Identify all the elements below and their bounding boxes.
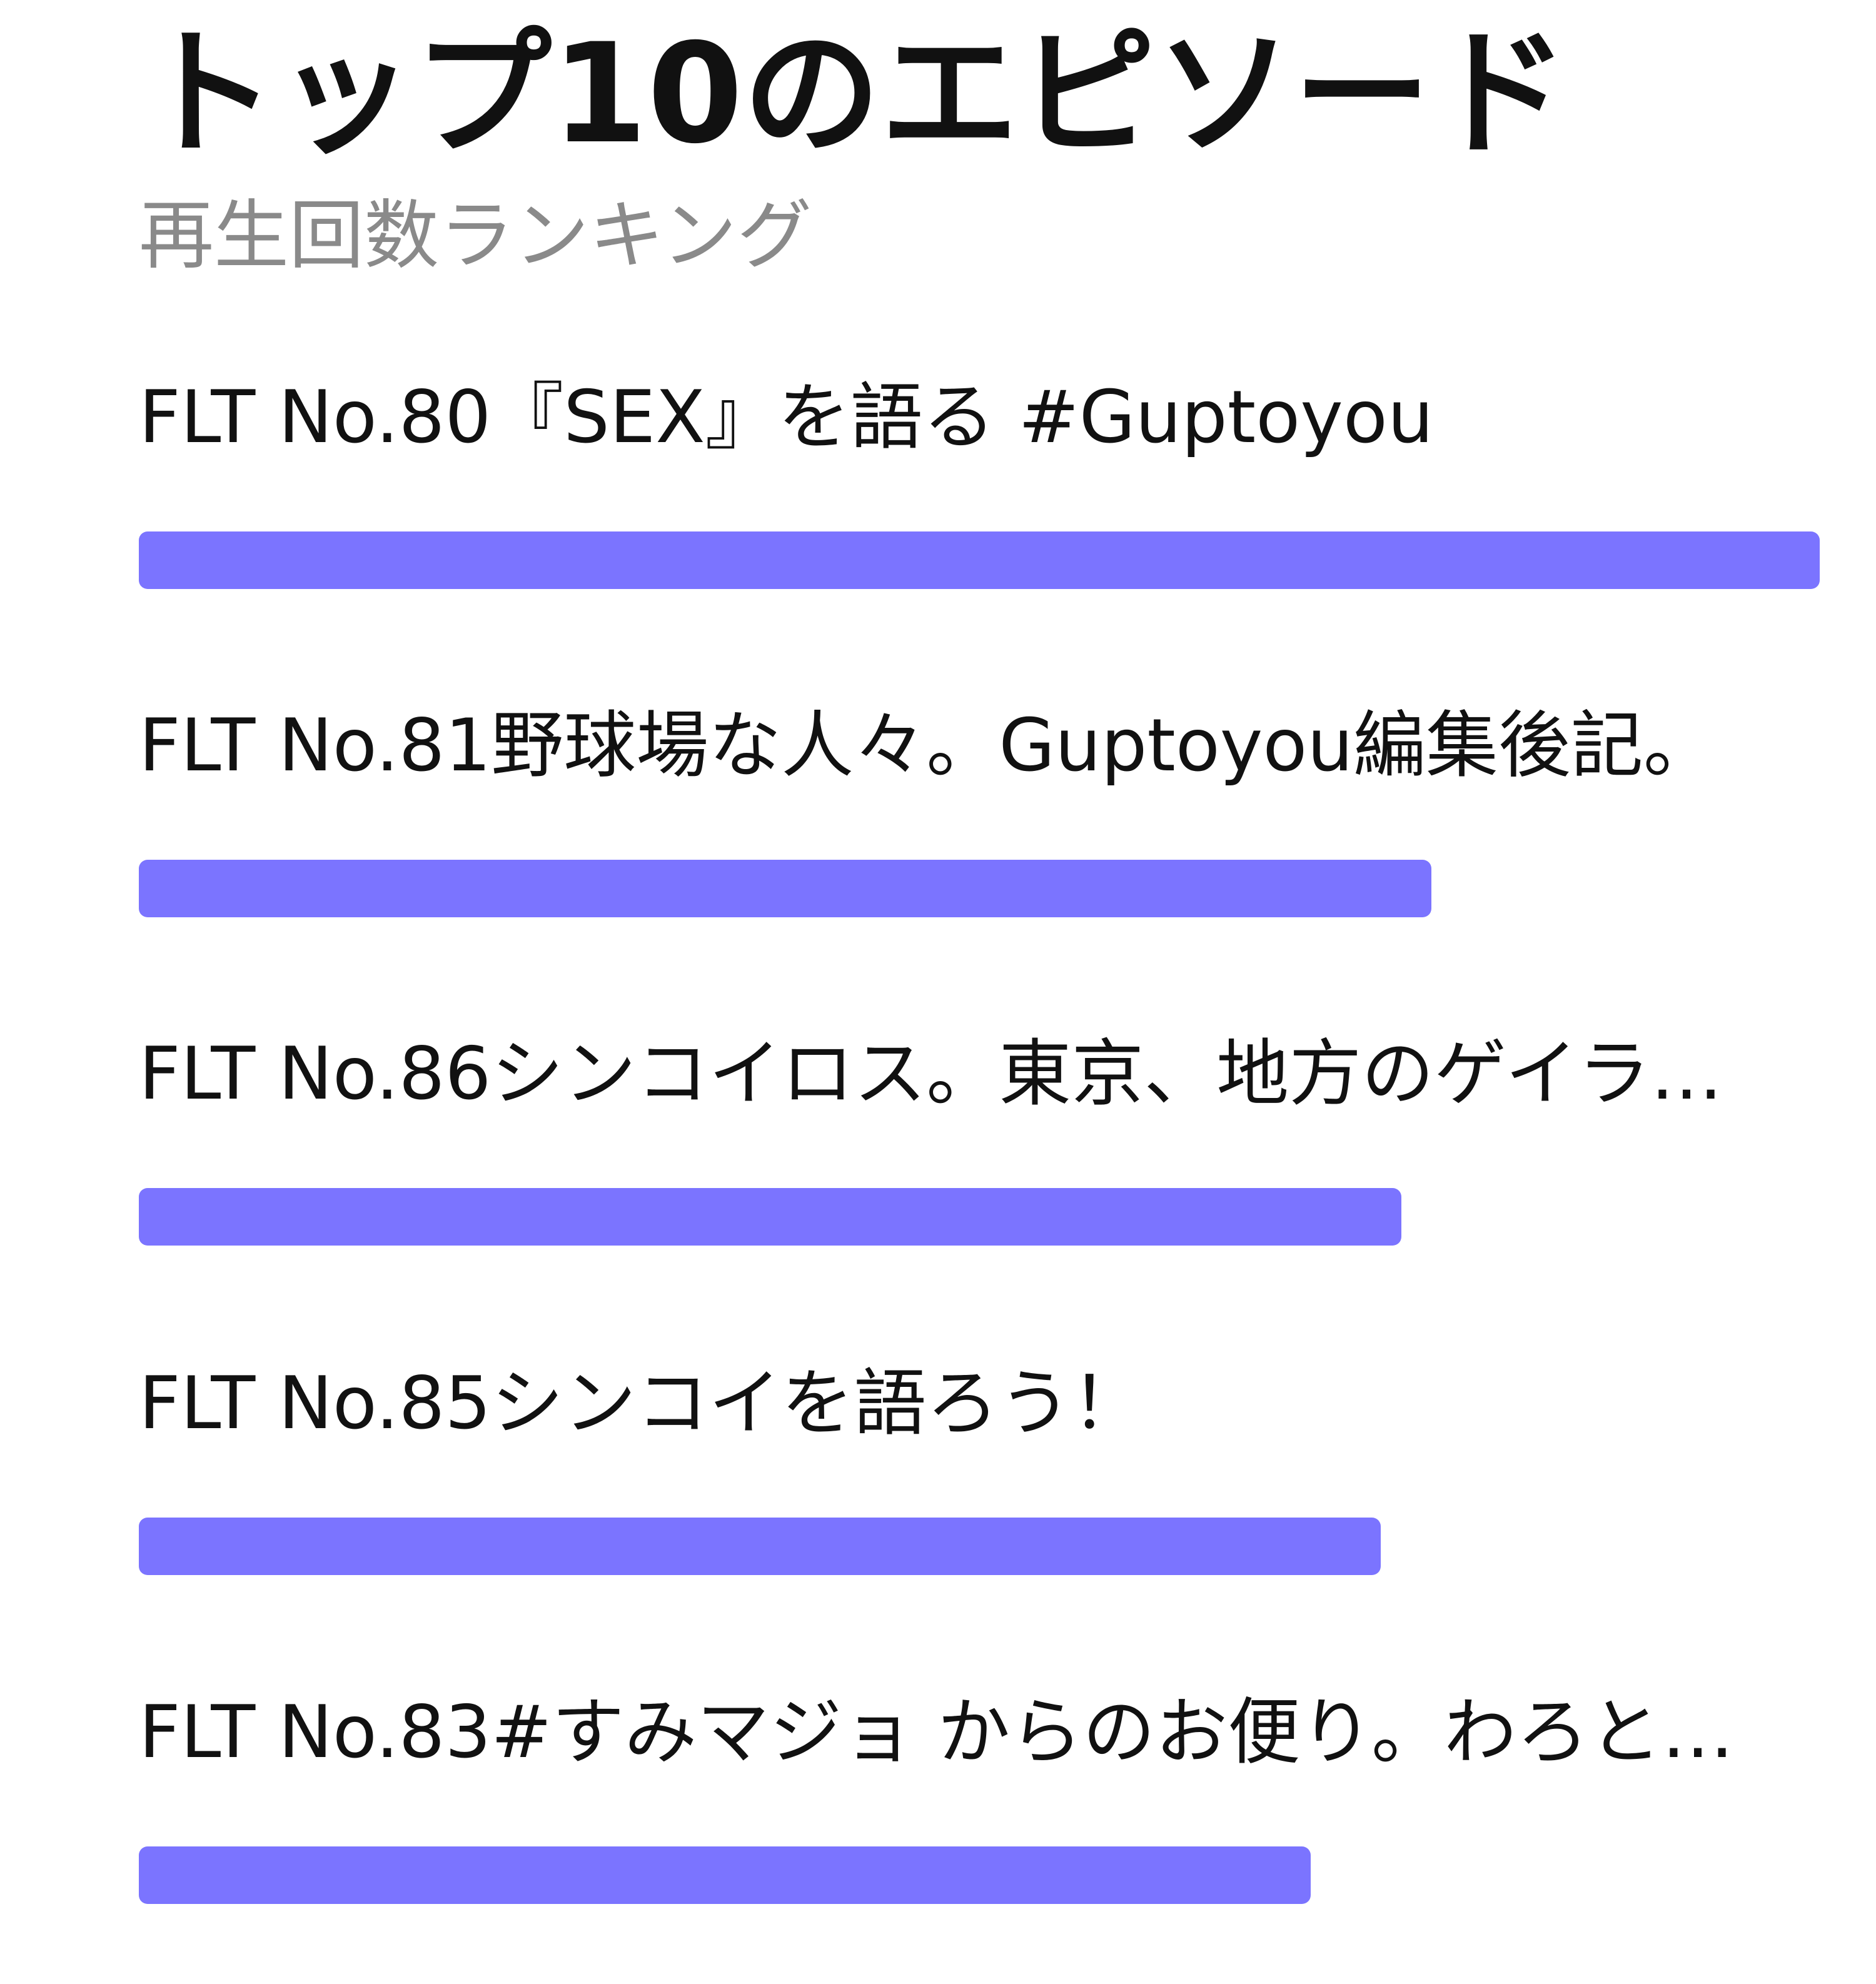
play-count-bar <box>139 531 1820 589</box>
episode-title: FLT No.83#すみマジョ からのお便り。わろと… <box>139 1690 1735 1775</box>
episode-title: FLT No.85シンコイを語ろう！ <box>139 1361 1144 1446</box>
play-count-bar <box>139 1518 1820 1575</box>
page-title: トップ10のエピソード <box>139 14 1569 174</box>
episode-row[interactable]: FLT No.85シンコイを語ろう！ <box>139 1367 1827 1655</box>
play-count-bar-fill <box>139 860 1432 917</box>
page-subtitle: 再生回数ランキング <box>139 193 812 279</box>
episode-title: FLT No.80『SEX』を語る #Guptoyou <box>139 375 1434 460</box>
play-count-bar <box>139 1188 1820 1246</box>
top-episodes-page: トップ10のエピソード 再生回数ランキング FLT No.80『SEX』を語る … <box>139 14 1827 1904</box>
play-count-bar-fill <box>139 1518 1381 1575</box>
episode-title: FLT No.86シンコイロス。東京、地方のゲイラ… <box>139 1032 1723 1116</box>
episode-row[interactable]: FLT No.83#すみマジョ からのお便り。わろと… <box>139 1696 1827 1984</box>
play-count-bar <box>139 1846 1820 1904</box>
episode-title: FLT No.81野球場な人々。Guptoyou編集後記。 <box>139 703 1716 788</box>
play-count-bar-fill <box>139 531 1820 589</box>
play-count-bar-fill <box>139 1188 1401 1246</box>
play-count-bar-fill <box>139 1846 1311 1904</box>
episode-row[interactable]: FLT No.81野球場な人々。Guptoyou編集後記。 <box>139 710 1827 997</box>
play-count-bar <box>139 860 1820 917</box>
episode-row[interactable]: FLT No.86シンコイロス。東京、地方のゲイラ… <box>139 1038 1827 1326</box>
episode-row[interactable]: FLT No.80『SEX』を語る #Guptoyou <box>139 381 1827 669</box>
